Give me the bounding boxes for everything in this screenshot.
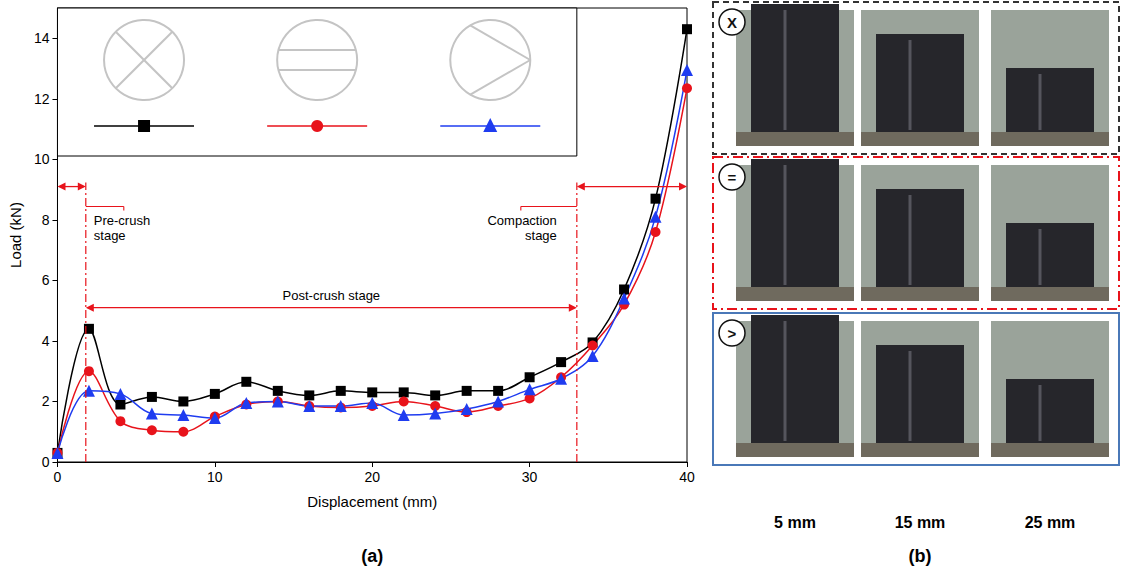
svg-text:(b): (b) [909,546,932,566]
svg-text:4: 4 [42,333,50,349]
svg-text:20: 20 [364,469,380,485]
svg-text:stage: stage [94,228,126,243]
svg-text:14: 14 [34,30,50,46]
svg-text:10: 10 [207,469,223,485]
svg-text:Pre-crush: Pre-crush [94,213,150,228]
svg-text:X: X [727,14,737,31]
svg-text:Load (kN): Load (kN) [7,202,24,268]
svg-text:40: 40 [679,469,695,485]
svg-text:>: > [728,325,737,342]
svg-text:30: 30 [522,469,538,485]
svg-text:2: 2 [42,393,50,409]
svg-text:0: 0 [42,454,50,470]
svg-text:(a): (a) [361,546,383,566]
svg-text:10: 10 [34,151,50,167]
svg-text:12: 12 [34,91,50,107]
svg-text:5 mm: 5 mm [774,514,816,531]
svg-text:25 mm: 25 mm [1025,514,1076,531]
svg-text:6: 6 [42,272,50,288]
svg-text:8: 8 [42,212,50,228]
svg-text:stage: stage [525,228,557,243]
svg-text:=: = [728,169,737,186]
svg-text:Displacement (mm): Displacement (mm) [307,493,437,510]
svg-text:Post-crush stage: Post-crush stage [283,288,381,303]
svg-text:15 mm: 15 mm [895,514,946,531]
svg-text:Compaction: Compaction [487,213,556,228]
svg-text:0: 0 [54,469,62,485]
